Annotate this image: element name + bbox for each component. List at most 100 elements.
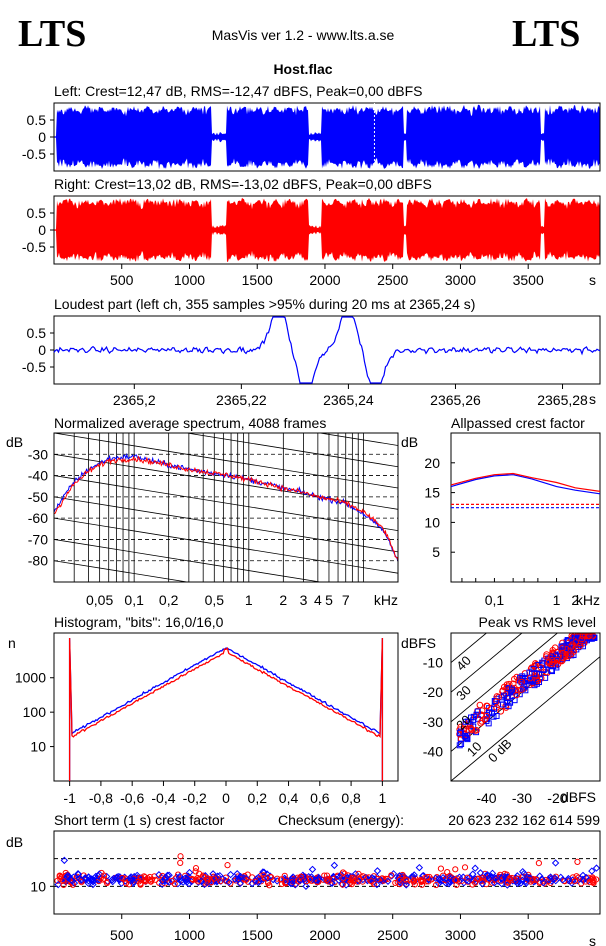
right-point [350, 878, 357, 885]
y-tick-label: -50 [28, 489, 48, 505]
plot-frame [53, 830, 601, 915]
left-point [485, 720, 492, 727]
right-point [260, 872, 267, 879]
left-point [77, 876, 85, 884]
diagonal-label: 40 [453, 653, 474, 674]
left-histogram-line [68, 637, 384, 781]
loudest-x-unit: s [589, 391, 596, 407]
slope-line [54, 560, 190, 582]
left-waveform-area [54, 104, 600, 170]
left-point [108, 877, 117, 886]
y-tick-label: 5 [432, 544, 440, 560]
left-point [54, 880, 62, 889]
left-point [471, 864, 479, 872]
right-point [278, 880, 286, 888]
right-point [483, 702, 491, 710]
loudest-part-title: Loudest part (left ch, 355 samples >95% … [54, 296, 475, 312]
left-point [263, 874, 272, 882]
right-point [452, 877, 459, 884]
slope-line [54, 688, 398, 743]
left-point [505, 703, 512, 710]
spectrum-title: Normalized average spectrum, 4088 frames [54, 415, 326, 431]
left-point [197, 877, 205, 885]
left-point [491, 874, 500, 883]
left-point [571, 635, 578, 642]
left-point [548, 667, 555, 674]
plot-frame [53, 432, 399, 583]
x-tick-label: 1500 [242, 272, 273, 288]
right-point [277, 876, 284, 883]
right-waveform-plot: 0.50-0.5 500 1000 1500 2000 2500 3000 3500 [22, 195, 601, 288]
right-point [511, 675, 518, 683]
x-tick-label: 0,6 [310, 790, 330, 806]
slope-line [317, 433, 398, 446]
left-point [551, 859, 560, 867]
right-point [224, 862, 231, 869]
peak-rms-y-unit: dBFS [401, 635, 436, 651]
left-point [288, 879, 296, 888]
x-tick-label: 1 [378, 790, 386, 806]
right-point [192, 865, 200, 872]
left-point [579, 871, 587, 880]
left-point [185, 879, 193, 888]
right-point [196, 870, 203, 877]
right-point [478, 718, 486, 725]
right-point [264, 878, 272, 885]
x-tick-label: 3500 [513, 272, 544, 288]
left-point [93, 875, 102, 884]
x-tick-label: 0,1 [485, 592, 505, 608]
x-tick-label: -1 [63, 790, 76, 806]
right-point [543, 651, 550, 658]
left-point [92, 872, 100, 881]
waveform-x-unit: s [589, 272, 596, 288]
x-tick-label: 7 [342, 592, 350, 608]
right-point [171, 880, 178, 887]
left-point [552, 653, 559, 660]
right-point [456, 726, 464, 733]
right-point [99, 876, 107, 883]
right-point [425, 878, 432, 885]
histogram-y-unit: n [8, 635, 16, 651]
slope-line [54, 539, 323, 582]
left-point [476, 869, 485, 877]
left-point [456, 742, 463, 749]
x-tick-label: 2000 [309, 927, 340, 943]
right-point [122, 880, 130, 887]
left-point [402, 881, 410, 889]
checksum-value: 20 623 232 162 614 599 [448, 812, 600, 828]
right-point [571, 878, 578, 885]
right-point [483, 712, 490, 720]
left-point [315, 874, 323, 882]
y-tick-label: 0 [38, 342, 46, 358]
crest-factor-plot: 20 15 10 5 0,1 1 2 [424, 432, 601, 608]
slope-line [184, 433, 398, 468]
right-point [399, 871, 406, 879]
right-point [574, 858, 581, 866]
left-point [158, 880, 166, 889]
right-point [69, 881, 76, 888]
spectrum-grid [54, 433, 398, 743]
left-point [183, 875, 192, 883]
x-tick-label: 2000 [309, 272, 340, 288]
peak-rms-x-unit: dBFS [561, 789, 596, 805]
left-point [401, 873, 409, 882]
right-point [464, 874, 471, 881]
left-point [491, 698, 498, 705]
short-term-y-unit: dB [6, 834, 23, 850]
x-tick-label: 2365,28 [537, 392, 588, 408]
spectrum-x-unit: kHz [374, 592, 398, 608]
y-tick-label: 20 [424, 455, 440, 471]
left-point [493, 712, 500, 719]
left-point [242, 874, 251, 883]
right-spectrum-line [54, 455, 398, 561]
left-point [498, 874, 506, 883]
left-point [226, 870, 235, 879]
x-tick-label: -0,2 [183, 790, 207, 806]
y-tick-label: -60 [28, 510, 48, 526]
x-tick-label: 2365,2 [113, 392, 156, 408]
x-tick-label: 3500 [513, 927, 544, 943]
left-point [177, 877, 185, 885]
right-point [476, 701, 484, 709]
left-point [557, 653, 564, 660]
